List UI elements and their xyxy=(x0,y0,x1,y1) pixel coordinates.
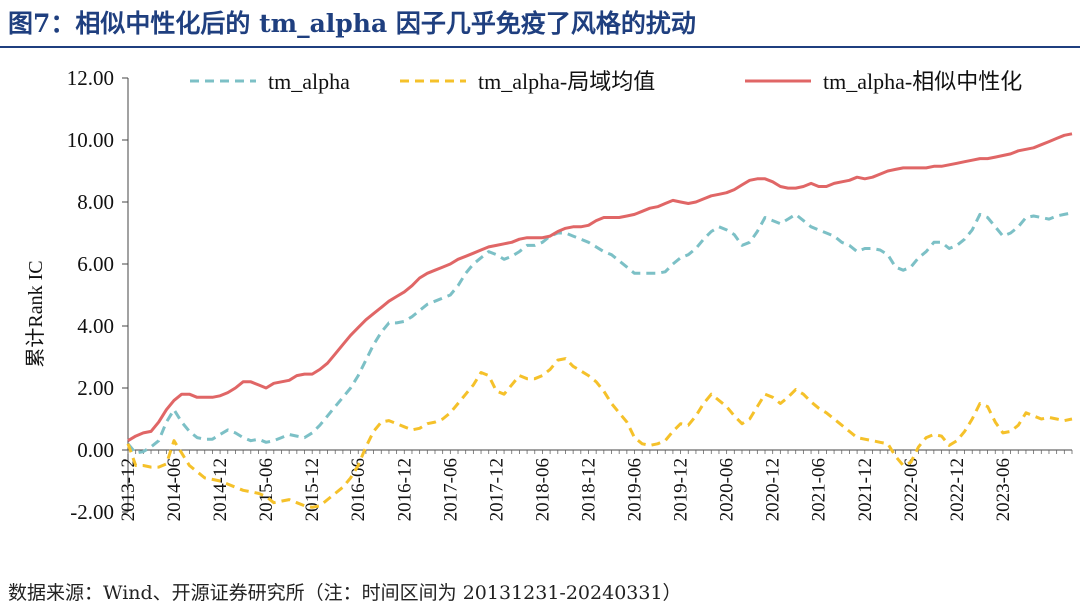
x-tick-label: 2015-12 xyxy=(302,458,323,521)
x-tick-label: 2014-12 xyxy=(210,458,231,521)
x-tick-label: 2019-12 xyxy=(671,458,692,521)
y-tick-label: 6.00 xyxy=(77,252,114,276)
legend-label-2: tm_alpha-局域均值 xyxy=(478,69,655,94)
x-tick-label: 2022-06 xyxy=(901,458,922,521)
title-divider xyxy=(0,46,1080,48)
x-tick-label: 2017-06 xyxy=(440,458,461,521)
y-tick-label: 4.00 xyxy=(77,314,114,338)
series-line-1 xyxy=(126,211,1073,455)
plot-area: 12.00 10.00 8.00 6.00 4.00 2.00 0.00 -2.00 2013-… xyxy=(67,66,1073,524)
x-tick-label: 2015-06 xyxy=(256,458,277,521)
y-tick-label: 10.00 xyxy=(67,128,114,152)
x-tick-label: 2022-12 xyxy=(947,458,968,521)
x-tick-label: 2023-06 xyxy=(993,458,1014,521)
x-tick-label: 2021-12 xyxy=(855,458,876,521)
series-line-2 xyxy=(126,357,1073,509)
y-tick-label: 12.00 xyxy=(67,66,114,90)
legend-label-3: tm_alpha-相似中性化 xyxy=(823,69,1022,94)
legend-label-1: tm_alpha xyxy=(268,69,350,94)
x-tick-label: 2014-06 xyxy=(164,458,185,521)
y-axis-title: 累计Rank IC xyxy=(24,260,47,367)
figure-source-note: 数据来源：Wind、开源证券研究所（注：时间区间为 20131231-20240… xyxy=(8,582,682,604)
y-tick-label: 0.00 xyxy=(77,438,114,462)
chart-legend: tm_alpha tm_alpha-局域均值 tm_alpha-相似中性化 xyxy=(190,69,1022,94)
x-tick-label: 2016-06 xyxy=(348,458,369,521)
figure-title: 图7：相似中性化后的 tm_alpha 因子几乎免疫了风格的扰动 xyxy=(8,9,696,38)
y-tick-label: 8.00 xyxy=(77,190,114,214)
x-tick-label: 2020-06 xyxy=(717,458,738,521)
x-tick-label: 2018-12 xyxy=(578,458,599,521)
y-tick-label: 2.00 xyxy=(77,376,114,400)
x-tick-label: 2016-12 xyxy=(394,458,415,521)
x-tick-label: 2021-06 xyxy=(809,458,830,521)
series-line-3 xyxy=(127,132,1073,442)
x-tick-label: 2019-06 xyxy=(625,458,646,521)
x-tick-label: 2017-12 xyxy=(486,458,507,521)
x-tick-label: 2013-12 xyxy=(118,458,139,521)
x-tick-label: 2020-12 xyxy=(763,458,784,521)
y-tick-label: -2.00 xyxy=(70,500,114,524)
x-tick-label: 2018-06 xyxy=(532,458,553,521)
cumulative-rank-ic-line-chart: 12.00 10.00 8.00 6.00 4.00 2.00 0.00 -2.00 2013-… xyxy=(24,66,1073,524)
